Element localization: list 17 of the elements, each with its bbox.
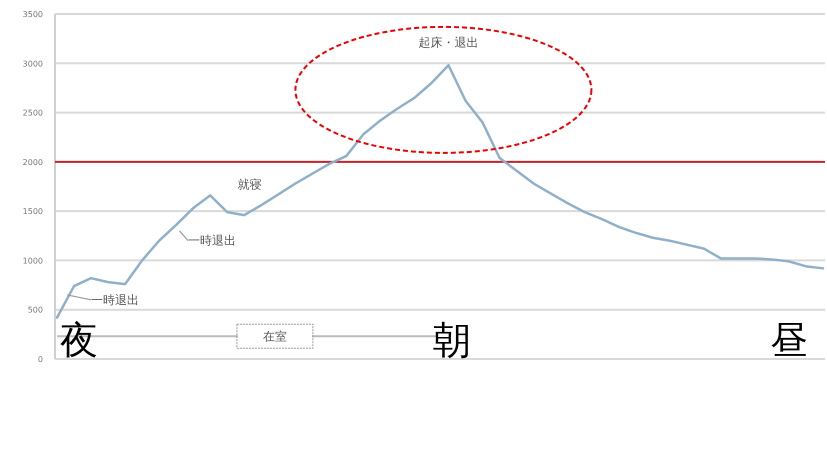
y-tick-label: 2500 xyxy=(22,108,43,118)
y-tick-label: 3000 xyxy=(22,59,43,68)
annotation: 一時退出 xyxy=(188,234,236,248)
y-tick-label: 500 xyxy=(28,306,43,315)
y-tick-label: 1000 xyxy=(22,256,43,266)
y-tick-label: 3500 xyxy=(22,10,43,19)
annotation: 在室 xyxy=(262,329,287,344)
annotation: 一時退出 xyxy=(91,292,140,307)
annotation: 昼 xyxy=(770,318,808,362)
annotation: 朝 xyxy=(432,318,471,362)
annotation: 夜 xyxy=(60,318,98,362)
y-tick-label: 2000 xyxy=(22,158,43,167)
y-tick-label: 0 xyxy=(38,355,43,364)
y-tick-label: 1500 xyxy=(22,207,43,216)
annotation: 就寝 xyxy=(237,177,262,192)
annotation: 起床・退出 xyxy=(418,36,479,50)
line-series xyxy=(56,64,824,319)
